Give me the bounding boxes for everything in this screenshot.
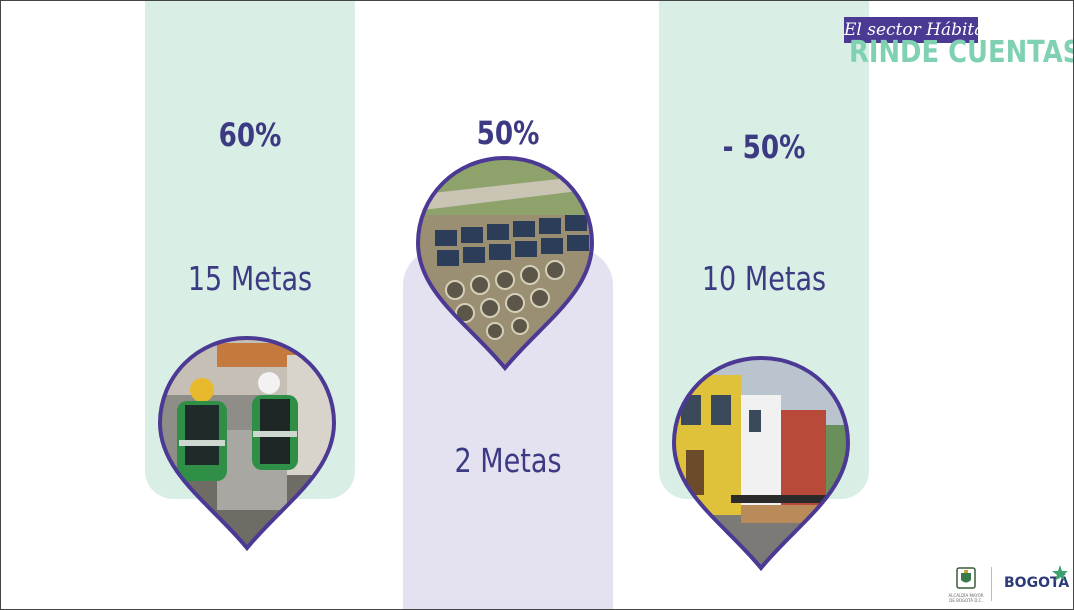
- bogota-logo: BOGOTÁ: [1004, 575, 1070, 591]
- footer-divider: [991, 567, 992, 601]
- percent-left: 60%: [218, 116, 282, 154]
- recyclers-pin-icon: [157, 335, 337, 552]
- percent-middle: 50%: [476, 114, 540, 152]
- percent-right: - 50%: [722, 128, 806, 166]
- metas-left: 15 Metas: [187, 259, 313, 298]
- alcaldia-subtext: ALCALDÍA MAYOR DE BOGOTÁ D.C.: [948, 593, 984, 603]
- water-treatment-plant-pin-icon: [415, 155, 595, 372]
- brand-tagline: El sector Hábitat: [844, 17, 991, 43]
- alcaldia-shield-icon: [956, 567, 976, 589]
- metas-middle: 2 Metas: [454, 441, 562, 480]
- brand-title: RINDE CUENTAS: [849, 35, 1074, 70]
- metas-right: 10 Metas: [701, 259, 827, 298]
- colonial-street-pin-icon: [671, 355, 851, 572]
- bogota-star-icon: [1052, 565, 1068, 581]
